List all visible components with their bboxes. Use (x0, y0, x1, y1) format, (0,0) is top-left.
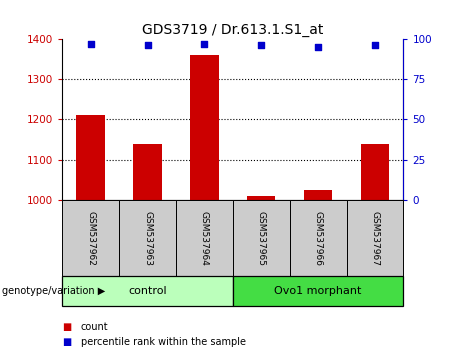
Bar (77, 115, 105, 200)
Bar (133, 144, 162, 200)
Text: ■: ■ (62, 322, 71, 332)
Point (87, 41, 95, 47)
Point (258, 42, 265, 48)
Text: percentile rank within the sample: percentile rank within the sample (81, 337, 246, 347)
Point (314, 44, 322, 50)
Text: control: control (128, 286, 167, 296)
Text: GSM537967: GSM537967 (371, 211, 379, 266)
Text: GSM537964: GSM537964 (200, 211, 209, 266)
Text: GSM537963: GSM537963 (143, 211, 152, 266)
Bar (190, 55, 219, 200)
Bar (361, 144, 389, 200)
Text: GSM537966: GSM537966 (313, 211, 323, 266)
Point (371, 42, 378, 48)
Bar (247, 196, 276, 200)
Text: GSM537962: GSM537962 (86, 211, 95, 266)
Text: count: count (81, 322, 108, 332)
Point (144, 42, 151, 48)
Text: Ovo1 morphant: Ovo1 morphant (274, 286, 362, 296)
Text: ■: ■ (62, 337, 71, 347)
Text: GSM537965: GSM537965 (257, 211, 266, 266)
Title: GDS3719 / Dr.613.1.S1_at: GDS3719 / Dr.613.1.S1_at (142, 23, 324, 36)
Text: genotype/variation ▶: genotype/variation ▶ (2, 286, 106, 296)
Bar (304, 190, 332, 200)
Point (201, 41, 208, 47)
